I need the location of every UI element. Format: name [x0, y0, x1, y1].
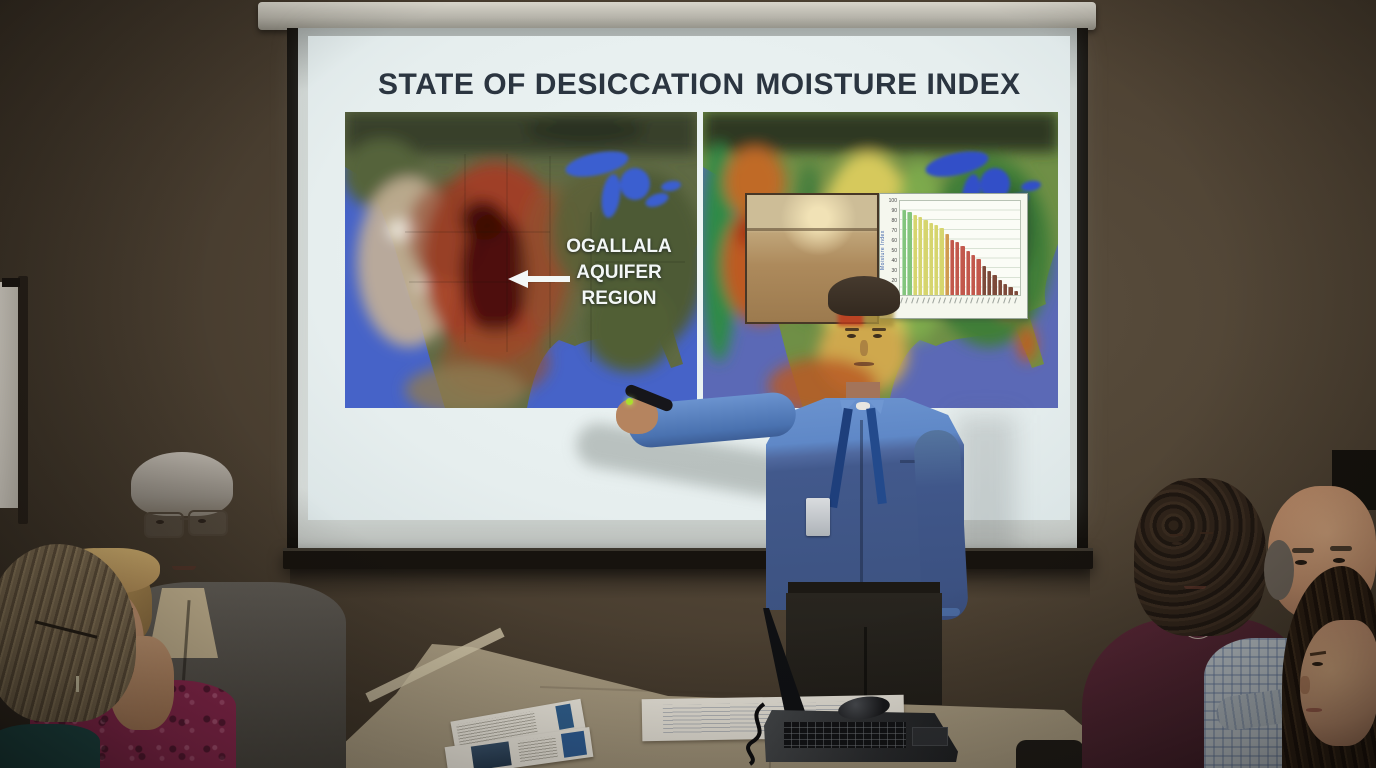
- mouth: [172, 566, 196, 570]
- moisture-chart-plot: [899, 200, 1021, 296]
- chart-bar: [939, 228, 944, 295]
- eye: [1202, 540, 1212, 543]
- screen-left-border: [287, 28, 298, 550]
- eyebrow: [1330, 546, 1352, 551]
- chart-bar: [907, 212, 912, 295]
- chart-bar: [944, 233, 949, 295]
- brochure-photo: [471, 741, 512, 768]
- dark-curly-hair: [1134, 478, 1266, 636]
- id-badge: [806, 498, 830, 536]
- moisture-chart-yticks: 100908070605040302010: [888, 198, 897, 294]
- laptop-cable: [746, 702, 766, 766]
- chart-bar: [976, 259, 981, 295]
- brochure-accent: [554, 703, 575, 730]
- face-profile: [1300, 620, 1376, 746]
- screen-right-border: [1077, 28, 1088, 550]
- eye: [1312, 662, 1323, 666]
- chart-bar: [928, 222, 933, 295]
- wall-shadow: [290, 569, 1090, 599]
- chart-bar: [933, 225, 939, 295]
- presenter-eye: [873, 334, 882, 338]
- eye: [156, 520, 164, 524]
- chart-bar: [923, 219, 928, 295]
- moisture-chart: Moisture Index 100908070605040302010: [879, 193, 1028, 319]
- presenter-nose: [860, 340, 868, 356]
- eye: [1295, 560, 1307, 565]
- chart-bar: [902, 210, 907, 295]
- projector-screen-housing: [258, 2, 1096, 30]
- chart-bar: [1002, 283, 1008, 295]
- flipchart-pad: [0, 282, 20, 508]
- presenter-eyebrow: [845, 328, 859, 331]
- screen-bottom-bar: [283, 548, 1093, 569]
- flipchart-clip: [2, 278, 20, 287]
- chart-bar: [1008, 287, 1013, 295]
- eyebrow: [1200, 532, 1213, 534]
- aquifer-region-label: OGALLALA AQUIFER REGION: [566, 236, 672, 310]
- chart-bar: [949, 239, 955, 295]
- eye: [198, 519, 206, 523]
- earring: [76, 676, 79, 692]
- brochure-accent: [560, 730, 588, 758]
- photo-horizon: [747, 228, 877, 232]
- teal-top: [0, 724, 100, 768]
- mouth: [1184, 586, 1206, 589]
- eye: [1333, 558, 1345, 563]
- eyebrow: [1292, 548, 1314, 553]
- chart-bar: [981, 265, 986, 295]
- shirt-placket: [860, 420, 863, 600]
- presenter-eyebrow: [872, 328, 886, 331]
- chart-bar: [955, 242, 960, 295]
- moisture-chart-xticks: [899, 297, 1021, 305]
- gray-hair: [131, 452, 233, 516]
- laptop-trackpad: [912, 727, 948, 746]
- brochure-text-lines: [517, 735, 559, 763]
- presenter-eye: [847, 334, 856, 338]
- chart-bar: [997, 279, 1002, 295]
- eyebrow: [1170, 534, 1183, 536]
- slide-title-left: STATE OF DESICCATION: [378, 68, 745, 101]
- chart-bar: [1013, 291, 1018, 295]
- flipchart-frame: [18, 276, 28, 524]
- chart-bar: [912, 215, 917, 295]
- hair-fringe: [1264, 540, 1294, 600]
- chair-back: [1016, 740, 1084, 768]
- presenter-hair: [828, 276, 900, 316]
- aquifer-arrow-icon: [508, 270, 570, 288]
- chart-bar: [965, 250, 971, 295]
- chart-bar: [971, 254, 976, 295]
- eye: [1172, 542, 1182, 545]
- chart-bar: [992, 275, 997, 295]
- chart-bar: [960, 246, 965, 295]
- chart-bar: [917, 216, 923, 295]
- remote-led-icon: [626, 398, 633, 405]
- slide-title-right: MOISTURE INDEX: [755, 68, 1021, 101]
- presenter-mouth: [854, 362, 874, 366]
- presenter-pants: [786, 593, 942, 705]
- chart-bar: [987, 270, 992, 295]
- nose: [1300, 676, 1310, 694]
- mouth: [1306, 708, 1322, 712]
